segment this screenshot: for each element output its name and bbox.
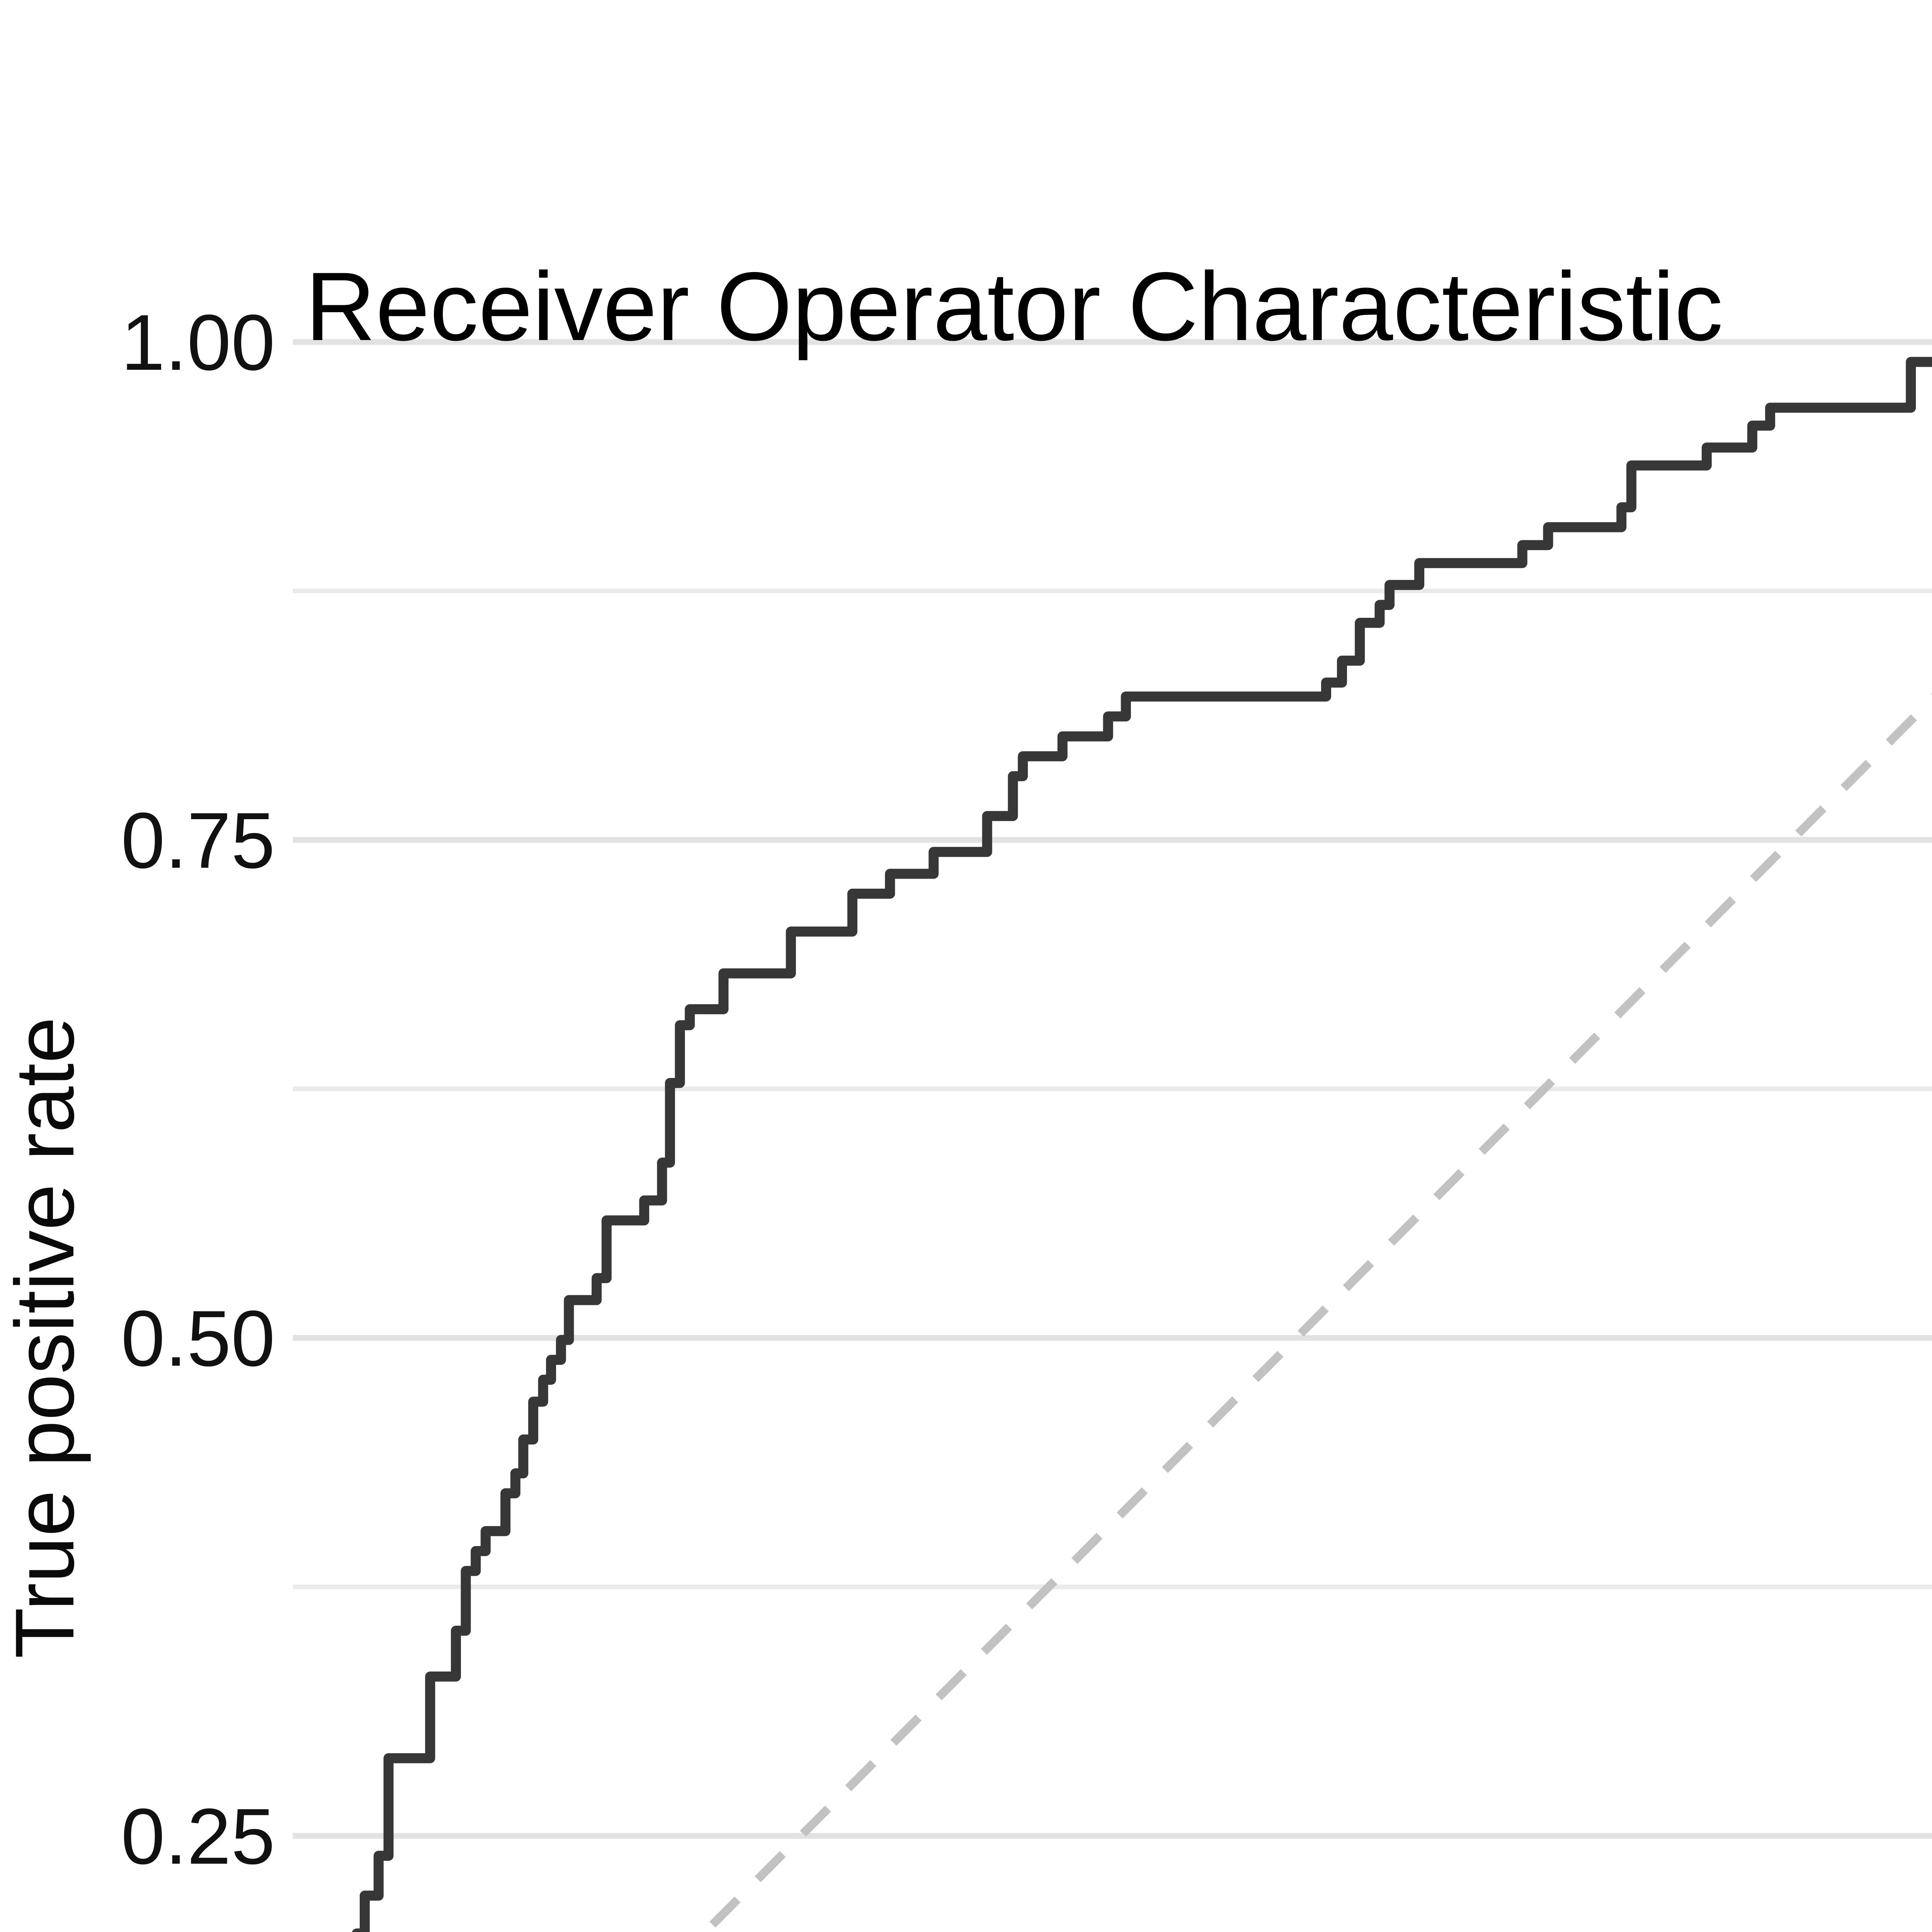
- chart-title: Receiver Operator Characteristic: [305, 252, 1723, 361]
- chance-diagonal-line: [699, 693, 1932, 1932]
- roc-curve-line: [352, 357, 1932, 1932]
- y-axis-title: True positive rate: [0, 1017, 91, 1659]
- y-tick-label: 0.75: [121, 796, 275, 885]
- y-tick-label: 1.00: [121, 298, 275, 387]
- gridlines: [293, 339, 1932, 1839]
- y-axis-tick-labels: 0.000.250.500.751.00: [121, 298, 275, 1881]
- y-tick-label: 0.50: [121, 1294, 275, 1383]
- y-tick-label: 0.25: [121, 1792, 275, 1881]
